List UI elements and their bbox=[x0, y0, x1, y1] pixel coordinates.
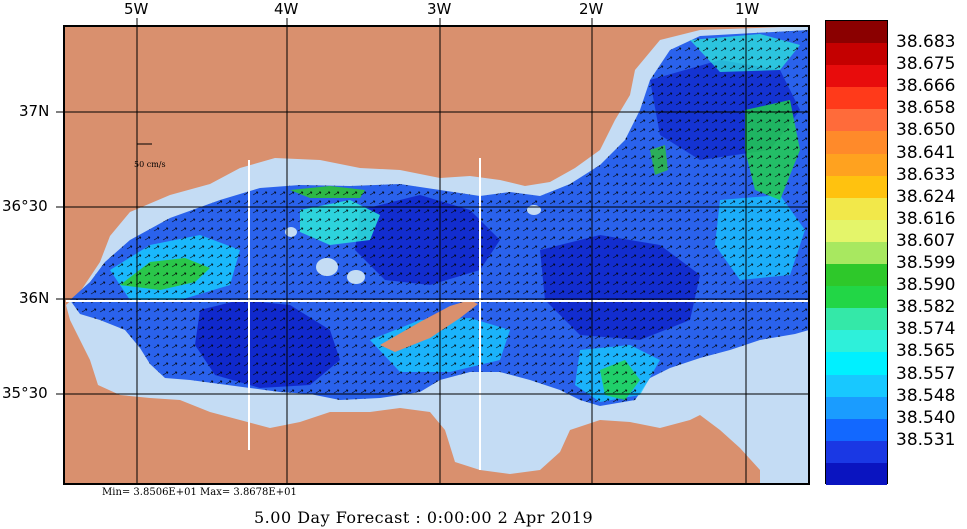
map-frame bbox=[63, 25, 810, 485]
colorbar-label: 38.675 bbox=[896, 54, 956, 75]
lon-label-2w: 2W bbox=[579, 0, 604, 18]
colorbar-label: 38.683 bbox=[896, 32, 956, 53]
colorbar-swatch bbox=[826, 197, 887, 220]
lat-label-36n: 36N bbox=[19, 289, 50, 307]
lon-label-3w: 3W bbox=[427, 0, 452, 18]
colorbar-label: 38.641 bbox=[896, 142, 956, 163]
colorbar-swatch bbox=[826, 462, 887, 485]
colorbar-swatch bbox=[826, 219, 887, 242]
colorbar-label: 38.531 bbox=[896, 429, 956, 450]
colorbar-label: 38.599 bbox=[896, 253, 956, 274]
colorbar-swatch bbox=[826, 241, 887, 265]
colorbar-swatch bbox=[826, 286, 887, 309]
colorbar-label: 38.624 bbox=[896, 186, 956, 207]
colorbar-swatch bbox=[826, 153, 887, 176]
colorbar-label: 38.658 bbox=[896, 98, 956, 119]
colorbar-swatch bbox=[826, 264, 887, 287]
scale-label: 50 cm/s bbox=[134, 160, 166, 169]
colorbar bbox=[825, 20, 888, 485]
colorbar-swatch bbox=[826, 418, 887, 441]
lat-label-36-30: 36°30 bbox=[2, 197, 48, 215]
forecast-footer: 5.00 Day Forecast : 0:00:00 2 Apr 2019 bbox=[254, 508, 594, 527]
lon-label-4w: 4W bbox=[274, 0, 299, 18]
colorbar-swatch bbox=[826, 175, 887, 198]
colorbar-swatch bbox=[826, 65, 887, 88]
lon-label-1w: 1W bbox=[735, 0, 760, 18]
colorbar-label: 38.540 bbox=[896, 407, 956, 428]
lat-label-35-30: 35°30 bbox=[2, 384, 48, 402]
colorbar-label: 38.557 bbox=[896, 363, 956, 384]
colorbar-swatch bbox=[826, 109, 887, 132]
colorbar-label: 38.650 bbox=[896, 120, 956, 141]
colorbar-label: 38.607 bbox=[896, 230, 956, 251]
min-max-text: Min= 3.8506E+01 Max= 3.8678E+01 bbox=[102, 487, 297, 498]
colorbar-label: 38.574 bbox=[896, 319, 956, 340]
colorbar-label: 38.616 bbox=[896, 208, 956, 229]
frame-ticks bbox=[56, 18, 747, 395]
colorbar-label: 38.666 bbox=[896, 76, 956, 97]
colorbar-label: 38.548 bbox=[896, 385, 956, 406]
islet-3 bbox=[285, 227, 297, 237]
colorbar-swatch bbox=[826, 374, 887, 397]
colorbar-swatch bbox=[826, 396, 887, 419]
colorbar-swatch bbox=[826, 43, 887, 66]
colorbar-swatch bbox=[826, 131, 887, 154]
islet-2 bbox=[347, 270, 365, 284]
colorbar-label: 38.582 bbox=[896, 297, 956, 318]
colorbar-label: 38.565 bbox=[896, 341, 956, 362]
colorbar-swatch bbox=[826, 352, 887, 375]
lat-label-37n: 37N bbox=[19, 102, 50, 120]
colorbar-swatch bbox=[826, 87, 887, 110]
colorbar-swatch bbox=[826, 440, 887, 463]
lon-label-5w: 5W bbox=[124, 0, 149, 18]
islet-1 bbox=[316, 258, 338, 276]
graticule bbox=[64, 26, 809, 484]
colorbar-label: 38.590 bbox=[896, 275, 956, 296]
colorbar-swatch bbox=[826, 21, 887, 44]
colorbar-swatch bbox=[826, 330, 887, 353]
colorbar-label: 38.633 bbox=[896, 164, 956, 185]
land-cape bbox=[380, 300, 478, 352]
colorbar-swatch bbox=[826, 308, 887, 331]
